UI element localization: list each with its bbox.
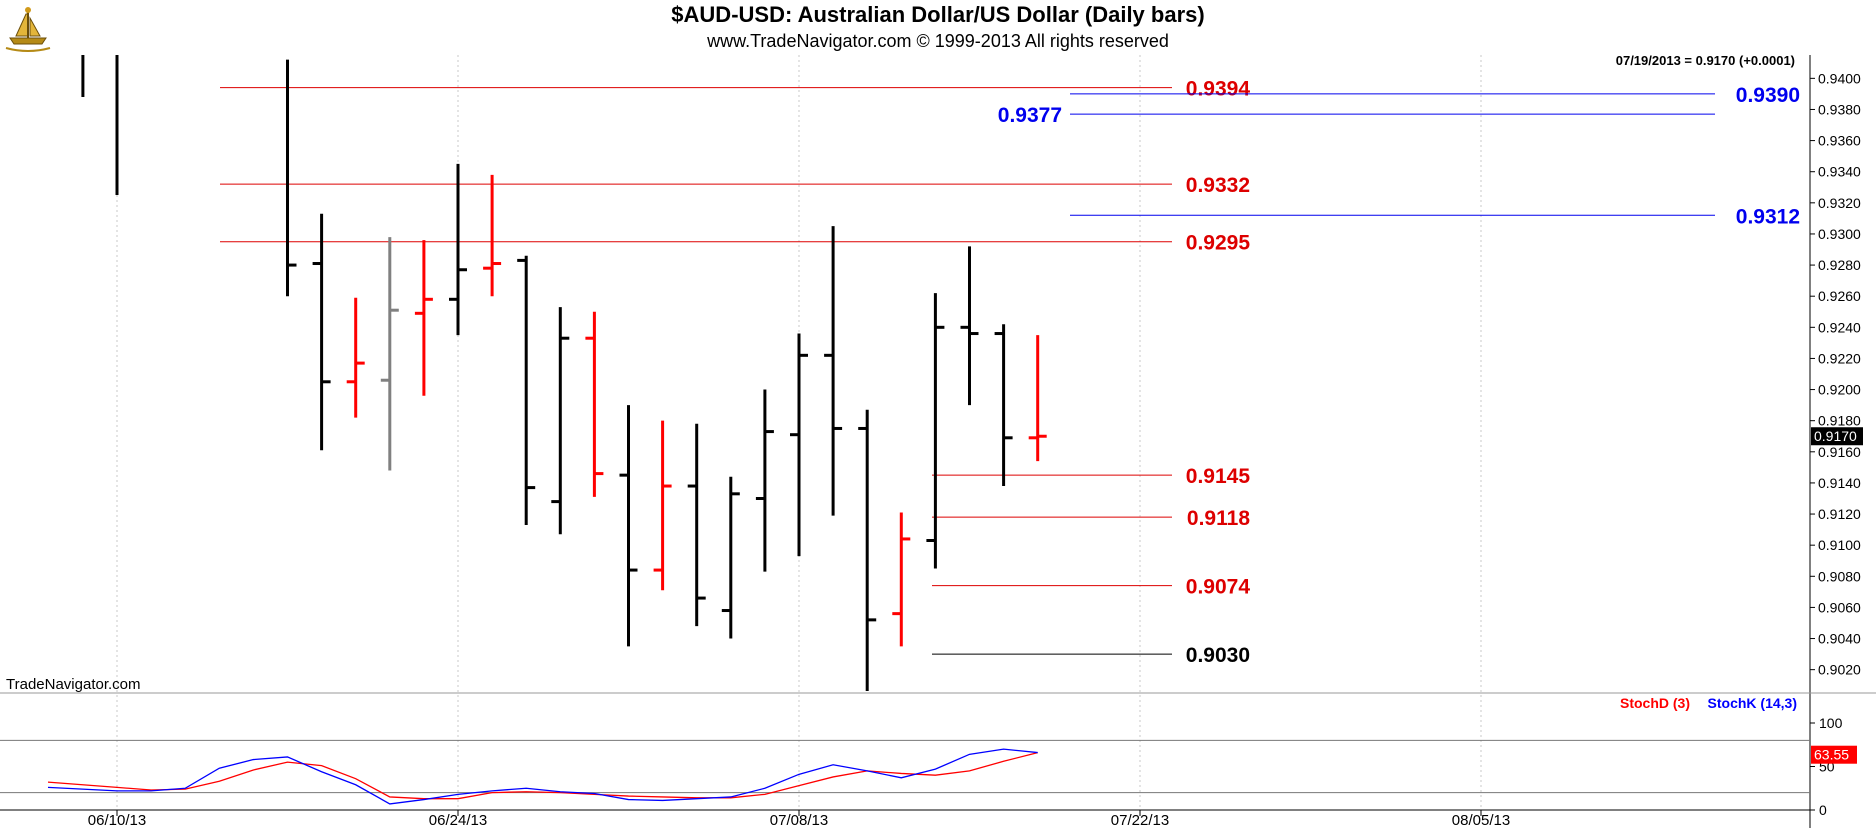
x-tick-label: 07/08/13 (770, 812, 828, 828)
y-tick-label: 0.9380 (1818, 101, 1861, 117)
stoch-line-d (47, 751, 1038, 800)
y-tick-label: 0.9340 (1818, 164, 1861, 180)
x-tick-label: 07/22/13 (1111, 812, 1169, 828)
y-tick-label: 0.9100 (1818, 537, 1861, 553)
price-levels: 0.9394 0.9390 0.9377 0.9332 0.9312 0.9295 0.91… (220, 78, 1800, 667)
level-label: 0.9312 (1736, 205, 1800, 228)
y-tick-label: 0.9240 (1818, 319, 1861, 335)
y-tick-label: 0.9060 (1818, 599, 1861, 615)
current-price-label: 0.9170 (1814, 428, 1857, 444)
date-axis: 06/10/13 06/24/13 07/08/13 07/22/13 08/05/13 (88, 810, 1510, 828)
y-tick-label: 0.9180 (1818, 413, 1861, 429)
y-tick-label: 0.9140 (1818, 475, 1861, 491)
chart-subtitle: www.TradeNavigator.com © 1999-2013 All r… (707, 31, 1169, 51)
stoch-value-badge (1811, 745, 1857, 764)
stoch-y-tick-label: 0 (1819, 802, 1827, 818)
level-label: 0.9394 (1186, 78, 1251, 101)
x-tick-label: 08/05/13 (1452, 812, 1510, 828)
y-tick-label: 0.9160 (1818, 444, 1861, 460)
y-tick-label: 0.9200 (1818, 382, 1861, 398)
level-label: 0.9377 (998, 104, 1062, 127)
x-tick-label: 06/24/13 (429, 812, 487, 828)
stoch-value-label: 63.55 (1814, 747, 1849, 763)
x-tick-label: 06/10/13 (88, 812, 146, 828)
y-tick-label: 0.9320 (1818, 195, 1861, 211)
level-label: 0.9390 (1736, 84, 1800, 107)
level-label: 0.9074 (1186, 576, 1251, 599)
y-tick-label: 0.9020 (1818, 662, 1861, 678)
y-tick-label: 0.9280 (1818, 257, 1861, 273)
level-label: 0.9030 (1186, 644, 1250, 667)
trade-navigator-logo (2, 2, 54, 54)
ohlc-bars (81, 55, 1047, 691)
legend-stochd: StochD (3) (1620, 695, 1690, 711)
chart-frame (0, 55, 1876, 828)
y-tick-label: 0.9120 (1818, 506, 1861, 522)
current-price-badge (1811, 427, 1863, 446)
y-tick-label: 0.9400 (1818, 70, 1861, 86)
y-tick-label: 0.9360 (1818, 133, 1861, 149)
stoch-y-tick-label: 100 (1819, 715, 1843, 731)
level-label: 0.9118 (1187, 507, 1250, 530)
price-axis: 0.9020 0.9040 0.9060 0.9080 0.9100 0.9120 0.91… (1810, 70, 1863, 678)
y-tick-label: 0.9080 (1818, 568, 1861, 584)
y-tick-label: 0.9220 (1818, 350, 1861, 366)
legend-stochk: StochK (14,3) (1708, 695, 1797, 711)
level-label: 0.9295 (1186, 232, 1251, 255)
y-tick-label: 0.9300 (1818, 226, 1861, 242)
stoch-line-k (47, 748, 1038, 805)
chart-title: $AUD-USD: Australian Dollar/US Dollar (D… (671, 2, 1205, 27)
last-quote: 07/19/2013 = 0.9170 (+0.0001) (1616, 53, 1795, 68)
level-label: 0.9332 (1186, 174, 1250, 197)
level-label: 0.9145 (1186, 465, 1251, 488)
watermark: TradeNavigator.com (6, 676, 141, 693)
y-tick-label: 0.9260 (1818, 288, 1861, 304)
y-tick-label: 0.9040 (1818, 631, 1861, 647)
